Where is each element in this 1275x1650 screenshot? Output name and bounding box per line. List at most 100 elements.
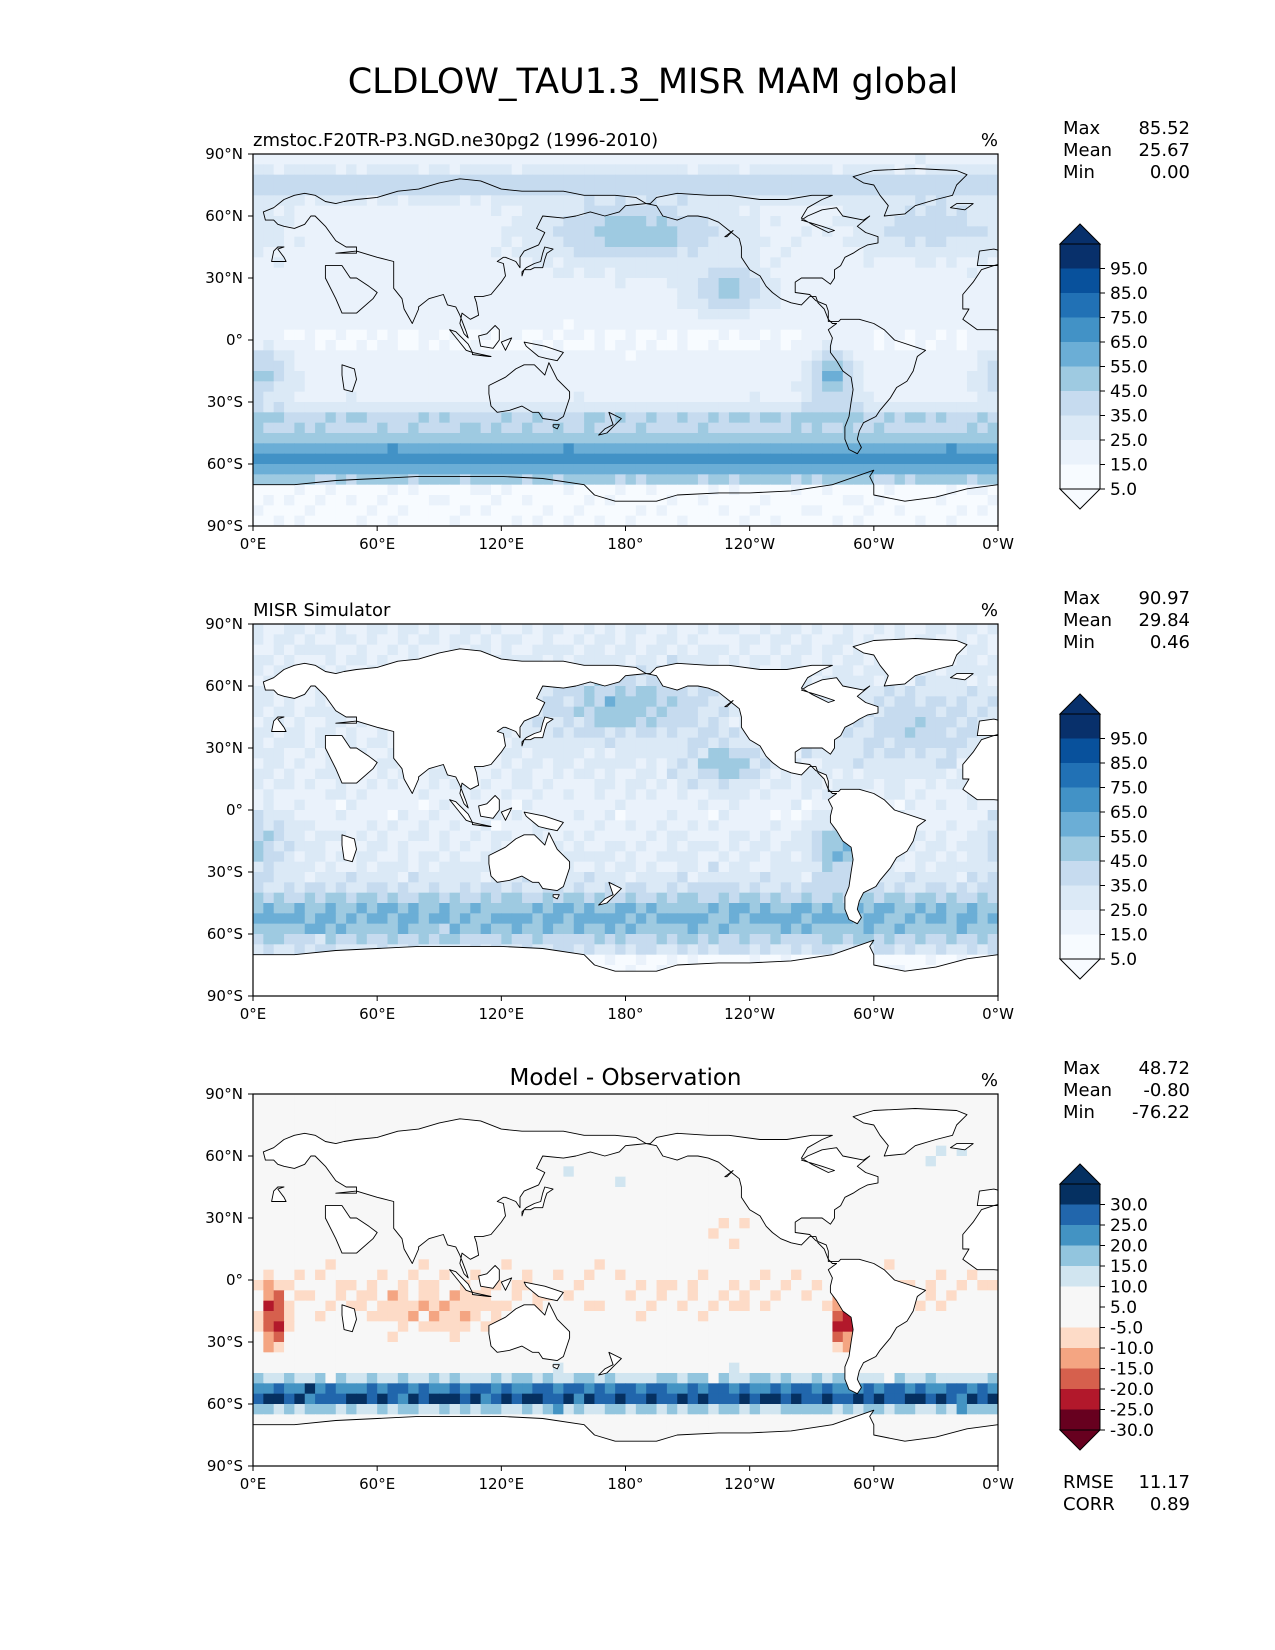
map-cell [842, 381, 854, 393]
map-cell [294, 727, 306, 739]
map-cell [770, 861, 782, 873]
map-cell [708, 820, 720, 832]
map-cell [449, 216, 461, 227]
map-cell [304, 495, 316, 506]
map-cell [511, 737, 523, 749]
map-cell [780, 944, 792, 956]
map-cell [666, 923, 678, 935]
map-cell [428, 464, 440, 475]
map-cell [842, 371, 854, 382]
map-cell [325, 402, 337, 413]
map-cell [273, 768, 285, 780]
map-cell [315, 360, 327, 372]
map-cell [253, 696, 264, 708]
map-cell [708, 892, 720, 904]
map-cell [635, 412, 647, 424]
map-cell [956, 329, 968, 341]
map-cell [397, 644, 409, 656]
map-cell [780, 634, 792, 646]
map-cell [356, 453, 368, 465]
map-cell [894, 309, 906, 320]
map-cell [480, 371, 492, 382]
map-cell [366, 298, 378, 310]
map-cell [346, 267, 358, 279]
map-cell [697, 505, 709, 517]
map-cell [480, 381, 492, 393]
map-cell [594, 892, 606, 904]
map-cell [832, 644, 844, 656]
map-cell [418, 329, 430, 341]
map-cell [708, 412, 720, 424]
map-cell [894, 350, 906, 362]
map-cell [780, 298, 792, 310]
map-cell [894, 686, 906, 697]
map-cell [739, 505, 751, 517]
x-tick-label: 60°E [359, 535, 395, 553]
map-cell [501, 350, 513, 362]
map-cell [615, 350, 627, 362]
map-cell [284, 789, 295, 801]
map-cell [315, 799, 327, 811]
map-cell [966, 655, 978, 666]
map-cell [387, 340, 399, 351]
map-cell [811, 412, 823, 424]
map-cell [573, 810, 585, 821]
map-cell [853, 154, 865, 165]
map-cell [635, 810, 647, 821]
map-cell [273, 298, 285, 310]
map-cell [273, 350, 285, 362]
map-cell [749, 205, 761, 217]
map-cell [946, 298, 958, 310]
map-cell [315, 319, 327, 331]
map-cell [873, 696, 885, 708]
map-cell [501, 340, 513, 351]
map-cell [966, 624, 978, 635]
map-cell [542, 464, 554, 475]
map-cell [977, 665, 989, 677]
map-cell [501, 758, 513, 770]
map-cell [956, 748, 968, 759]
map-cell [904, 799, 916, 811]
map-cell [853, 298, 865, 310]
map-cell [760, 474, 771, 486]
map-cell [977, 706, 989, 718]
map-cell [780, 185, 792, 196]
map-cell [532, 830, 544, 842]
map-cell [511, 820, 523, 832]
map-cell [397, 236, 409, 248]
map-cell [346, 164, 358, 176]
map-cell [946, 686, 958, 697]
map-cell [304, 391, 316, 403]
map-cell [822, 892, 834, 904]
map-cell [428, 164, 440, 176]
map-cell [977, 872, 989, 883]
map-cell [615, 515, 627, 526]
map-cell [335, 515, 347, 526]
map-cell [563, 934, 575, 945]
map-cell [470, 391, 482, 403]
map-cell [563, 402, 575, 413]
map-cell [822, 288, 834, 300]
map-cell [356, 655, 368, 666]
map-cell [842, 872, 854, 883]
map-cell [439, 799, 451, 811]
map-cell [449, 934, 461, 945]
map-cell [325, 298, 337, 310]
map-cell [946, 402, 958, 413]
map-cell [346, 195, 358, 207]
map-cell [822, 495, 834, 506]
map-cell [408, 789, 420, 801]
map-cell [646, 484, 658, 496]
map-cell [563, 892, 575, 904]
map-cell [387, 841, 399, 852]
map-cell [604, 495, 616, 506]
map-cell [822, 257, 834, 269]
map-cell [739, 495, 751, 506]
map-cell [594, 861, 606, 873]
map-cell [408, 319, 420, 331]
map-cell [532, 371, 544, 382]
map-cell [832, 758, 844, 770]
map-cell [284, 861, 295, 873]
map-cell [677, 464, 689, 475]
map-cell [335, 861, 347, 873]
